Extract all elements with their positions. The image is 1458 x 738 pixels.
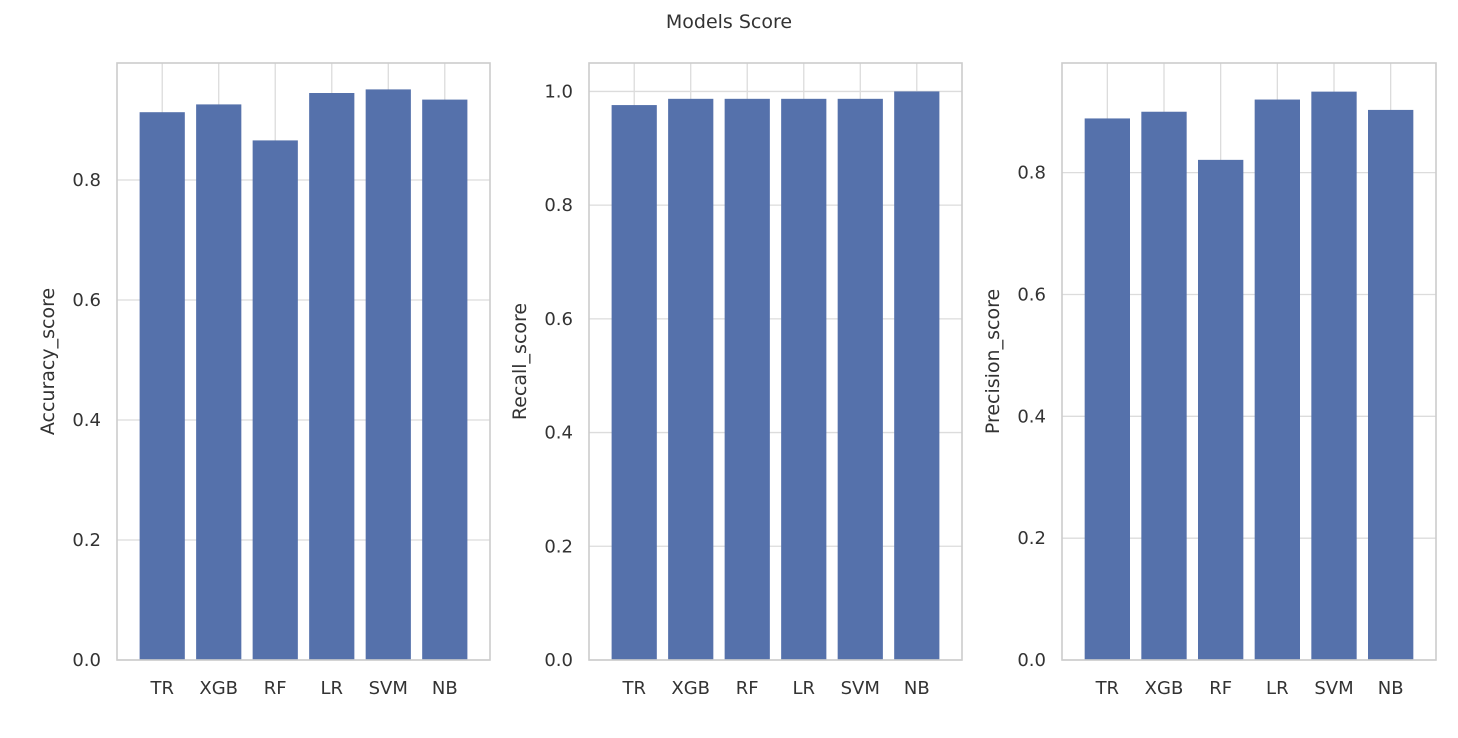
bar-lr xyxy=(1254,99,1300,660)
bar-tr xyxy=(1084,118,1130,660)
bar-xgb xyxy=(668,98,714,660)
axes-frame xyxy=(116,62,491,661)
bar-xgb xyxy=(196,104,242,660)
subplot-3: 0.0 0.2 0.4 0.6 0.8 TR XGB RF LR SVM NB Precision_s… xyxy=(982,62,1437,699)
subplot-2: 0.0 0.2 0.4 0.6 0.8 1.0 TR XGB RF LR SVM NB Recall_s… xyxy=(509,62,963,699)
y-tick-label: 0.8 xyxy=(1017,163,1046,184)
y-tick-label: 0.8 xyxy=(544,195,573,216)
bar-lr xyxy=(309,93,355,660)
x-tick-label: TR xyxy=(1095,678,1120,699)
x-tick-label: SVM xyxy=(1314,678,1353,699)
x-tick-label: SVM xyxy=(369,678,408,699)
bar-rf xyxy=(1198,159,1244,660)
y-tick-label: 0.4 xyxy=(72,410,101,431)
axes-frame xyxy=(588,62,963,661)
x-tick-label: LR xyxy=(792,678,815,699)
bar-svm xyxy=(837,98,883,660)
bar-nb xyxy=(422,99,468,661)
x-tick-label: LR xyxy=(1266,678,1289,699)
y-axis-label: Precision_score xyxy=(982,289,1004,434)
bar-nb xyxy=(1368,109,1414,660)
y-tick-label: 0.6 xyxy=(544,309,573,330)
subplot-1: 0.0 0.2 0.4 0.6 0.8 TR XGB RF LR SVM NB Accuracy_sc… xyxy=(37,62,491,699)
bar-rf xyxy=(252,140,298,660)
y-tick-label: 0.0 xyxy=(72,650,101,671)
y-tick-label: 1.0 xyxy=(544,81,573,102)
x-tick-label: RF xyxy=(1209,678,1232,699)
x-tick-label: NB xyxy=(432,678,458,699)
y-tick-label: 0.6 xyxy=(1017,284,1046,305)
chart-title: Models Score xyxy=(665,11,793,33)
bar-tr xyxy=(139,112,185,660)
x-tick-label: NB xyxy=(904,678,930,699)
x-tick-label: XGB xyxy=(671,678,710,699)
x-tick-label: LR xyxy=(320,678,343,699)
y-tick-label: 0.4 xyxy=(544,423,573,444)
y-tick-label: 0.4 xyxy=(1017,406,1046,427)
y-tick-label: 0.2 xyxy=(544,536,573,557)
y-tick-label: 0.2 xyxy=(72,530,101,551)
x-tick-label: TR xyxy=(149,678,174,699)
bar-lr xyxy=(781,98,827,660)
y-tick-label: 0.0 xyxy=(544,650,573,671)
x-tick-label: NB xyxy=(1378,678,1404,699)
y-tick-label: 0.2 xyxy=(1017,528,1046,549)
y-axis-label: Recall_score xyxy=(509,303,531,420)
x-tick-label: XGB xyxy=(1145,678,1184,699)
bar-xgb xyxy=(1141,111,1187,661)
y-tick-label: 0.0 xyxy=(1017,650,1046,671)
x-tick-label: RF xyxy=(264,678,287,699)
y-axis-label: Accuracy_score xyxy=(37,288,59,435)
bar-tr xyxy=(611,105,657,661)
x-tick-label: RF xyxy=(736,678,759,699)
x-tick-label: SVM xyxy=(841,678,880,699)
bar-svm xyxy=(1311,91,1357,660)
axes-frame xyxy=(1061,62,1437,661)
x-tick-label: XGB xyxy=(199,678,238,699)
y-tick-label: 0.6 xyxy=(72,290,101,311)
x-tick-label: TR xyxy=(621,678,646,699)
bar-svm xyxy=(365,89,411,660)
y-tick-label: 0.8 xyxy=(72,170,101,191)
bar-nb xyxy=(894,91,940,660)
bar-rf xyxy=(724,98,770,660)
